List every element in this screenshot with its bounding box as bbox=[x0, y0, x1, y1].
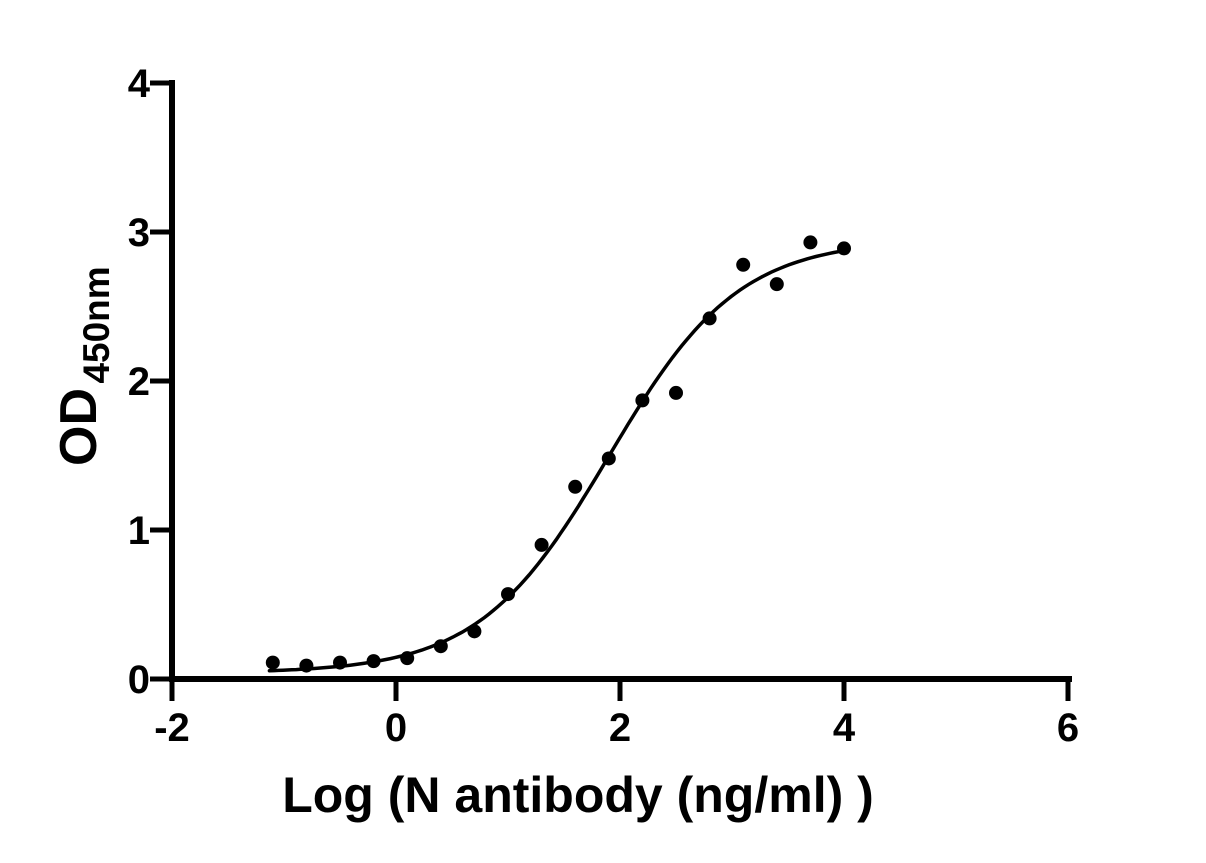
data-point bbox=[736, 257, 751, 272]
y-tick-label: 2 bbox=[128, 360, 150, 404]
x-axis-label: Log (N antibody (ng/ml) ) bbox=[282, 767, 874, 823]
data-point bbox=[467, 624, 482, 639]
data-point bbox=[299, 658, 314, 673]
y-axis-label: OD 450nm bbox=[50, 266, 117, 466]
data-point bbox=[837, 241, 851, 256]
data-point bbox=[769, 277, 784, 292]
data-point bbox=[803, 235, 818, 250]
y-tick-label: 1 bbox=[128, 509, 150, 553]
data-point bbox=[265, 655, 280, 670]
fit-curve-group bbox=[267, 248, 850, 673]
fit-curve bbox=[267, 248, 850, 673]
y-tick-label: 4 bbox=[128, 62, 151, 106]
y-tick-label: 3 bbox=[128, 211, 150, 255]
x-tick-label: 2 bbox=[609, 706, 631, 750]
data-point bbox=[568, 479, 583, 494]
data-point bbox=[669, 385, 683, 400]
data-point bbox=[433, 639, 448, 654]
tick-marks bbox=[150, 80, 1071, 701]
x-tick-label: -2 bbox=[154, 706, 190, 750]
data-point bbox=[635, 393, 650, 408]
x-tick-label: 4 bbox=[833, 706, 856, 750]
y-tick-label: 0 bbox=[128, 658, 150, 702]
data-points-group bbox=[265, 235, 851, 673]
x-tick-label: 6 bbox=[1057, 706, 1079, 750]
y-axis-label-subscript: 450nm bbox=[76, 266, 117, 383]
data-point bbox=[366, 654, 381, 669]
data-point bbox=[400, 651, 415, 666]
x-tick-label: 0 bbox=[385, 706, 407, 750]
data-point bbox=[333, 655, 347, 670]
y-axis-label-main: OD bbox=[50, 388, 108, 466]
data-point bbox=[601, 451, 616, 466]
data-point bbox=[702, 311, 717, 326]
axes-frame bbox=[169, 80, 1072, 682]
data-point bbox=[501, 587, 515, 602]
data-point bbox=[534, 537, 549, 552]
